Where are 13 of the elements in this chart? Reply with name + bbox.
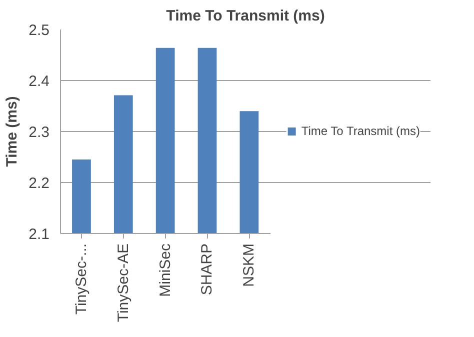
y-tick-label: 2.3: [28, 124, 50, 141]
x-tick-label: TinySec-AE: [114, 243, 132, 322]
y-tick-label: 2.4: [28, 73, 50, 90]
y-tick-label: 2.1: [28, 226, 50, 243]
y-axis-title: Time (ms): [4, 96, 21, 167]
x-tick-label: NSKM: [240, 243, 258, 287]
x-tick-label: TinySec-...: [72, 243, 90, 315]
legend-label: Time To Transmit (ms): [301, 124, 420, 138]
x-tick-label: MiniSec: [156, 243, 174, 297]
x-tick-label: SHARP: [198, 243, 216, 296]
y-tick-label: 2.2: [28, 175, 50, 192]
y-tick-label: 2.5: [28, 22, 50, 39]
chart-title: Time To Transmit (ms): [166, 8, 325, 24]
